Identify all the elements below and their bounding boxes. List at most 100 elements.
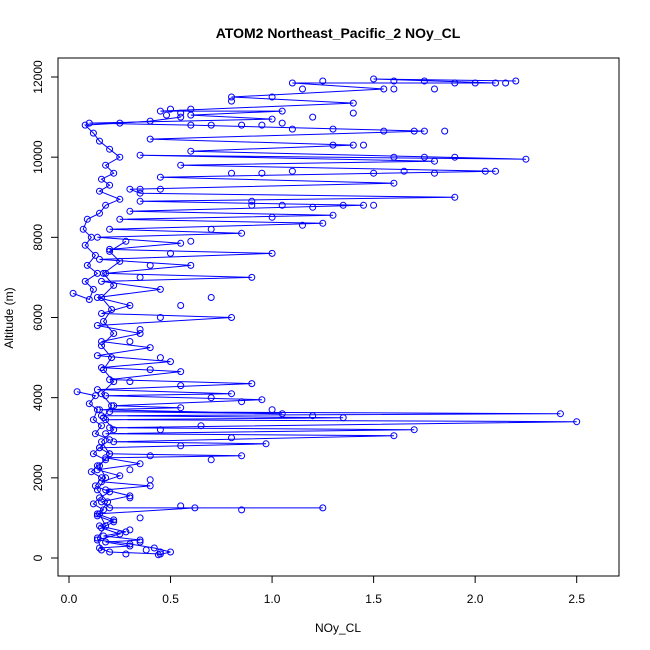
data-point [146,261,154,269]
data-point [410,426,418,434]
data-point [96,510,103,518]
data-point [390,432,398,440]
x-tick-label: 1.5 [365,592,382,606]
data-point [278,119,286,127]
y-axis: 0 2000 4000 6000 8000 10000 12000 [31,60,59,561]
x-tick-label: 2.0 [467,592,484,606]
data-point [83,261,91,269]
data-point [167,249,174,257]
data-point [309,113,317,121]
data-point [207,456,215,464]
data-point [349,99,357,107]
data-point [116,119,124,127]
data-point [156,173,164,181]
data-point [100,506,107,514]
y-tick-label: 2000 [31,464,45,491]
data-point [380,85,388,93]
data-point [96,137,103,145]
data-point [126,492,134,500]
data-point [98,438,105,446]
data-point [91,392,99,400]
series-group [73,388,174,559]
data-point [89,500,97,508]
data-point [81,121,89,129]
data-point [87,233,95,241]
data-point [110,281,118,289]
data-point [110,438,118,446]
data-point [102,486,110,494]
y-tick-label: 8000 [31,224,45,251]
data-point [187,105,195,113]
data-point [431,169,438,177]
data-point [89,450,97,458]
data-point [319,219,327,227]
y-tick-label: 6000 [31,304,45,331]
data-point [110,426,118,434]
data-point [104,498,112,506]
x-tick-label: 1.0 [264,592,281,606]
data-point [262,440,270,448]
data-point [146,476,154,484]
data-point [380,127,388,135]
data-point [187,261,195,269]
data-point [360,141,367,149]
data-point [110,516,118,524]
data-point [136,330,144,337]
data-point [136,460,144,468]
chart-title: ATOM2 Northeast_Pacific_2 NOy_CL [216,25,461,41]
data-point [390,85,398,93]
data-point [106,548,114,556]
data-point [136,273,144,281]
data-point [93,466,101,474]
data-point [136,189,144,197]
data-point [93,486,101,494]
data-point [126,302,134,309]
data-point [177,161,185,169]
data-point [122,550,130,558]
data-point [122,528,130,536]
data-point [492,167,499,175]
y-tick-label: 0 [31,554,45,561]
data-point [73,388,81,396]
data-point [319,504,327,512]
data-point [329,211,337,219]
data-point [93,322,101,329]
data-point [98,546,105,554]
series-group [122,77,510,558]
data-point [146,135,154,143]
data-point [268,406,276,414]
data-point [492,79,499,87]
data-point [126,540,134,548]
data-point [110,169,118,177]
data-point [126,466,134,474]
data-point [339,201,347,209]
data-point [512,77,520,85]
y-tick-label: 10000 [31,140,45,174]
data-point [98,342,105,350]
data-point [106,247,114,255]
data-point [156,314,164,321]
data-point [106,145,114,153]
data-point [238,229,246,237]
data-point [167,105,174,113]
data-point [177,382,185,390]
data-point [309,203,317,211]
series-line [89,78,577,555]
data-point [228,434,235,442]
data-point [126,378,134,386]
data-point [106,436,114,444]
data-point [400,167,408,175]
data-point [360,201,367,209]
data-series [69,75,581,559]
data-point [96,444,103,452]
data-point [116,472,124,480]
data-point [268,93,276,101]
data-point [93,294,101,301]
data-point [278,201,286,209]
data-point [228,93,235,101]
data-point [451,193,459,201]
data-point [100,366,107,374]
series-group [93,237,130,554]
data-point [102,430,110,438]
data-point [248,197,256,205]
